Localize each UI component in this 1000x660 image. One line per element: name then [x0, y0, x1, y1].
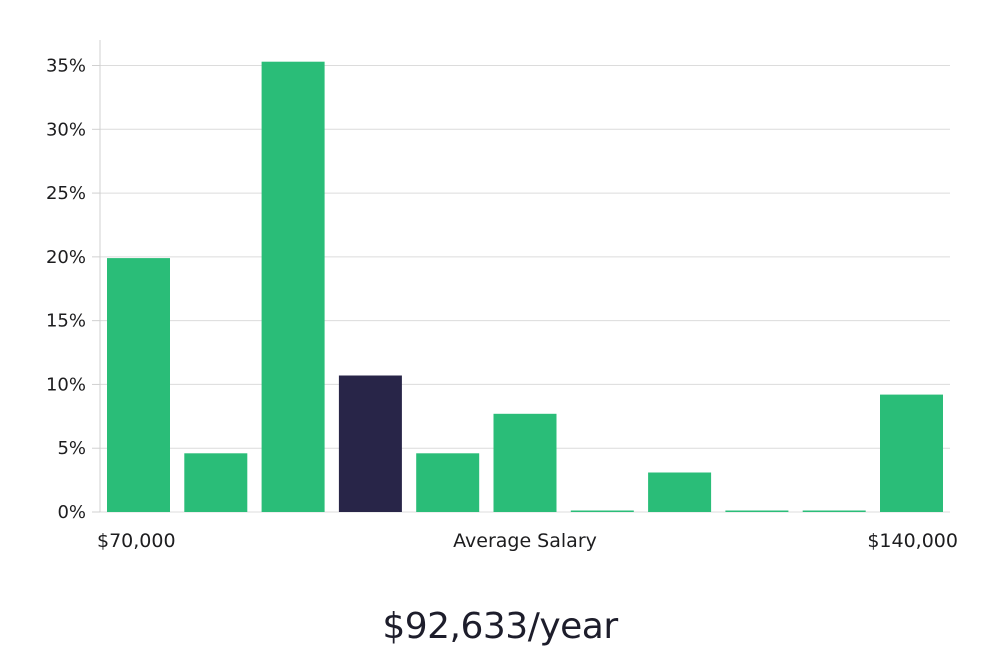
- bar: [570, 510, 634, 512]
- y-tick-label: 5%: [57, 438, 86, 459]
- grid-lines: [100, 65, 950, 513]
- y-tick-label: 20%: [46, 247, 86, 268]
- bar-highlighted: [338, 375, 402, 512]
- bar: [416, 453, 480, 512]
- x-max-label: $140,000: [867, 530, 958, 552]
- bar: [184, 453, 248, 512]
- y-tick-label: 10%: [46, 374, 86, 395]
- average-salary-value: $92,633/year: [382, 606, 618, 647]
- y-tick-label: 25%: [46, 183, 86, 204]
- y-tick-label: 35%: [46, 56, 86, 77]
- bar: [493, 413, 557, 512]
- y-tick-label: 30%: [46, 119, 86, 140]
- bar: [880, 394, 943, 512]
- bar: [107, 258, 170, 512]
- salary-histogram: 0% 5% 10% 15% 20% 25% 30% 35% $70,000 Average S…: [46, 40, 958, 552]
- x-axis-title: Average Salary: [453, 530, 597, 552]
- bar: [648, 472, 712, 512]
- y-tick-label: 15%: [46, 311, 86, 332]
- bar: [261, 61, 325, 512]
- bars: [107, 61, 943, 512]
- x-min-label: $70,000: [97, 530, 176, 552]
- bar: [725, 510, 789, 512]
- y-axis-ticks: 0% 5% 10% 15% 20% 25% 30% 35%: [46, 56, 100, 523]
- y-tick-label: 0%: [57, 502, 86, 523]
- chart-canvas: 0% 5% 10% 15% 20% 25% 30% 35% $70,000 Average S…: [46, 40, 958, 552]
- bar: [802, 510, 866, 512]
